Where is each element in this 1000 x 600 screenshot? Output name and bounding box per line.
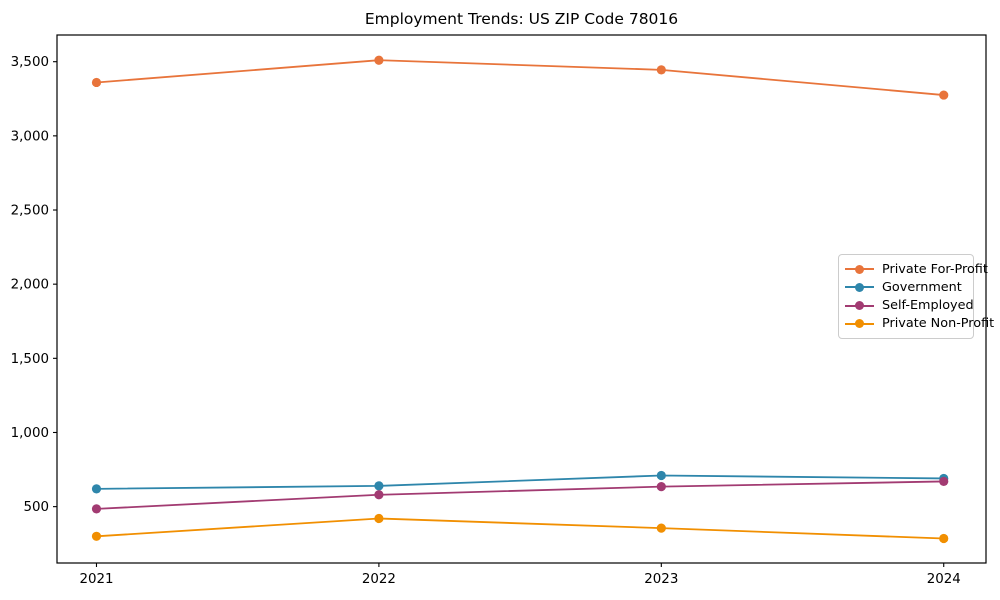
data-point-marker — [939, 476, 949, 487]
legend-label: Self-Employed — [882, 298, 974, 314]
y-tick-label: 2,000 — [11, 278, 49, 293]
chart-title: Employment Trends: US ZIP Code 78016 — [364, 10, 679, 28]
x-tick-label: 2021 — [79, 572, 113, 587]
legend: Private For-Profit Government Self-Employe… — [838, 254, 994, 339]
x-tick-label: 2023 — [644, 572, 678, 587]
legend-label: Private Non-Profit — [882, 316, 995, 332]
data-point-marker — [939, 533, 949, 544]
plot-border — [56, 34, 987, 564]
legend-label: Government — [882, 279, 962, 295]
data-point-marker — [374, 490, 384, 500]
legend-line-marker-icon — [845, 264, 874, 274]
data-point-marker — [656, 470, 666, 481]
y-tick-label: 3,000 — [11, 129, 49, 144]
legend-line-marker-icon — [845, 301, 874, 311]
legend-line-marker-icon — [845, 282, 874, 292]
x-tick-label: 2022 — [362, 572, 396, 587]
series-line — [96, 480, 944, 510]
legend-item: Government — [845, 278, 965, 296]
legend-label: Private For-Profit — [882, 261, 988, 277]
data-point-marker — [374, 513, 384, 524]
data-point-marker — [91, 531, 102, 541]
legend-item: Private For-Profit — [845, 260, 988, 278]
data-point-marker — [91, 504, 102, 514]
legend-line-marker-icon — [845, 319, 874, 329]
series-line — [96, 59, 944, 96]
data-point-marker — [656, 482, 666, 492]
data-point-marker — [374, 481, 384, 491]
data-point-marker — [91, 77, 102, 88]
data-point-marker — [656, 523, 666, 533]
legend-item: Private Non-Profit — [845, 315, 994, 333]
data-point-marker — [939, 90, 949, 100]
y-tick-label: 2,500 — [11, 204, 49, 219]
data-point-marker — [656, 65, 666, 75]
x-tick-label: 2024 — [927, 572, 961, 587]
y-tick-label: 500 — [23, 500, 49, 515]
y-tick-label: 3,500 — [11, 55, 49, 70]
series-line — [96, 474, 944, 490]
legend-item: Self-Employed — [845, 297, 974, 315]
y-tick-label: 1,500 — [11, 352, 49, 367]
data-point-marker — [374, 55, 384, 65]
y-tick-label: 1,000 — [11, 426, 49, 441]
series-line — [96, 517, 944, 540]
data-point-marker — [91, 484, 102, 494]
